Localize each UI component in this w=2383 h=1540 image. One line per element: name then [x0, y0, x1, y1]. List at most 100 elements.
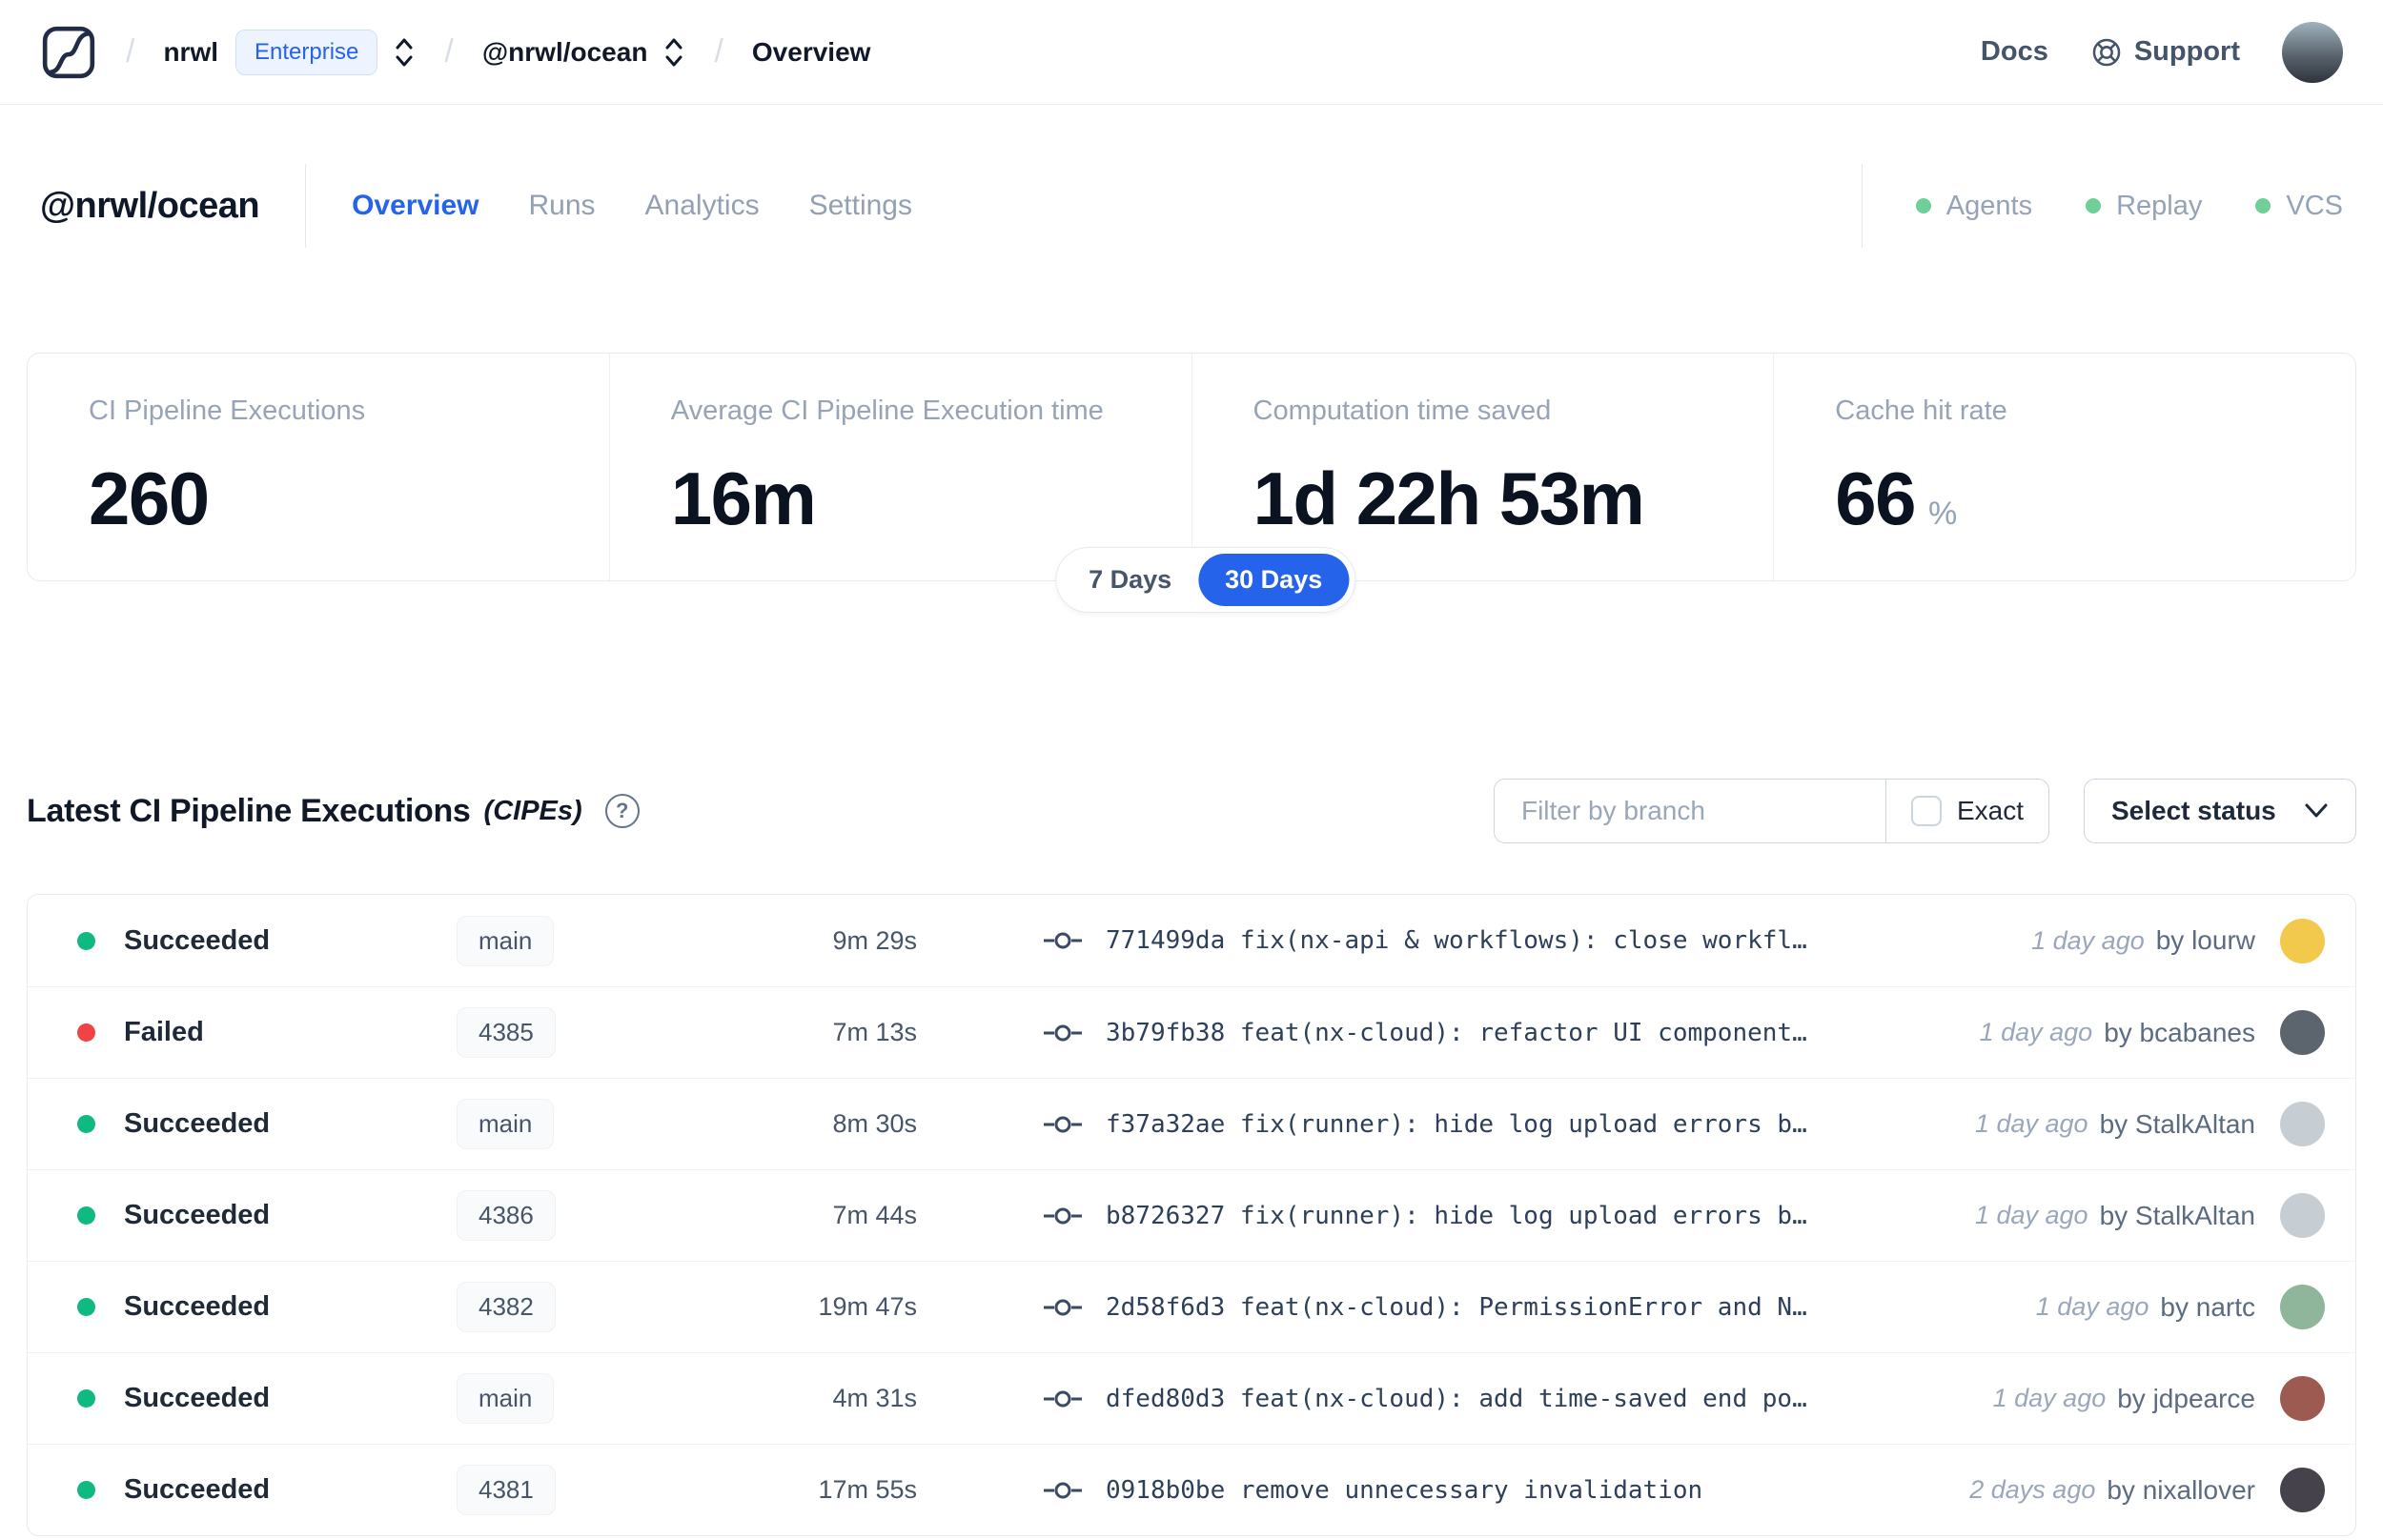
enterprise-badge: Enterprise	[235, 29, 378, 75]
select-status-button[interactable]: Select status	[2084, 779, 2356, 843]
branch-filter-input[interactable]	[1494, 780, 1885, 842]
table-row[interactable]: Succeeded main 9m 29s 771499da fix(nx-ap…	[28, 895, 2355, 986]
commit-hash: 771499da	[1106, 926, 1226, 955]
status-label: Succeeded	[124, 924, 271, 956]
avatar[interactable]	[2280, 918, 2325, 963]
table-row[interactable]: Succeeded 4381 17m 55s 0918b0be remove u…	[28, 1444, 2355, 1535]
commit-hash: 3b79fb38	[1106, 1018, 1226, 1047]
duration: 19m 47s	[818, 1292, 917, 1321]
status-label: Succeeded	[124, 1474, 271, 1505]
commit-cell[interactable]: f37a32ae fix(runner): hide log upload er…	[917, 1110, 1952, 1139]
branch-filter-group: Exact	[1493, 779, 2049, 843]
commit-cell[interactable]: 0918b0be remove unnecessary invalidation	[917, 1476, 1946, 1505]
table-row[interactable]: Succeeded 4386 7m 44s b8726327 fix(runne…	[28, 1169, 2355, 1261]
git-commit-icon	[1044, 1207, 1082, 1224]
table-row[interactable]: Succeeded 4382 19m 47s 2d58f6d3 feat(nx-…	[28, 1261, 2355, 1352]
docs-link[interactable]: Docs	[1980, 36, 2048, 67]
status-dot	[2086, 198, 2102, 213]
time-ago: 2 days ago	[1969, 1475, 2096, 1504]
support-link[interactable]: Support	[2090, 36, 2240, 69]
commit-cell[interactable]: 2d58f6d3 feat(nx-cloud): PermissionError…	[917, 1293, 2013, 1322]
stat-card-avg-time: Average CI Pipeline Execution time 16m	[608, 354, 1192, 580]
top-navbar: / nrwl Enterprise / @nrwl/ocean / Overvi…	[0, 0, 2383, 105]
branch-badge[interactable]: main	[457, 1373, 555, 1424]
time-ago: 1 day ago	[2035, 1292, 2149, 1321]
stat-card-executions: CI Pipeline Executions 260	[28, 354, 609, 580]
exact-label: Exact	[1956, 796, 2024, 825]
branch-badge[interactable]: 4381	[457, 1465, 556, 1515]
commit-hash: dfed80d3	[1106, 1384, 1226, 1413]
commit-cell[interactable]: 3b79fb38 feat(nx-cloud): refactor UI com…	[917, 1019, 1957, 1047]
feature-replay: Replay	[2086, 191, 2202, 222]
branch-badge[interactable]: main	[457, 1099, 555, 1149]
avatar[interactable]	[2280, 1468, 2325, 1512]
commit-cell[interactable]: 771499da fix(nx-api & workflows): close …	[917, 926, 2008, 955]
feature-status-list: Agents Replay VCS	[1861, 164, 2343, 248]
nx-cloud-logo-icon[interactable]	[40, 24, 97, 81]
breadcrumb-separator: /	[126, 33, 135, 70]
status-cell: Failed	[77, 1017, 457, 1048]
branch-badge[interactable]: 4385	[457, 1007, 556, 1058]
table-row[interactable]: Succeeded main 8m 30s f37a32ae fix(runne…	[28, 1078, 2355, 1169]
avatar[interactable]	[2280, 1376, 2325, 1421]
tab-settings[interactable]: Settings	[808, 190, 912, 221]
meta-cell: 1 day ago by StalkAltan	[1975, 1193, 2325, 1238]
status-cell: Succeeded	[77, 1474, 457, 1506]
chevron-updown-icon[interactable]	[393, 34, 416, 71]
exact-toggle: Exact	[1884, 780, 2048, 842]
commit-message: feat(nx-cloud): PermissionError and N…	[1239, 1292, 1807, 1322]
commit-hash: f37a32ae	[1106, 1109, 1226, 1139]
author: by nartc	[2160, 1291, 2255, 1322]
help-icon[interactable]: ?	[604, 794, 640, 828]
tab-analytics[interactable]: Analytics	[644, 190, 760, 221]
workspace-name: @nrwl/ocean	[481, 36, 648, 67]
branch-badge[interactable]: 4382	[457, 1282, 556, 1332]
table-row[interactable]: Succeeded main 4m 31s dfed80d3 feat(nx-c…	[28, 1352, 2355, 1444]
status-cell: Succeeded	[77, 1383, 457, 1414]
cipes-controls: Exact Select status	[1493, 779, 2356, 843]
time-ago: 1 day ago	[2031, 925, 2145, 955]
commit-message: fix(nx-api & workflows): close workfl…	[1239, 926, 1807, 955]
status-dot	[1915, 198, 1931, 213]
avatar[interactable]	[2280, 1193, 2325, 1238]
branch-cell: 4385	[457, 1007, 695, 1058]
user-avatar[interactable]	[2282, 21, 2343, 83]
commit-cell[interactable]: dfed80d3 feat(nx-cloud): add time-saved …	[917, 1385, 1970, 1413]
author: by StalkAltan	[2099, 1200, 2255, 1230]
status-cell: Succeeded	[77, 1291, 457, 1323]
avatar[interactable]	[2280, 1102, 2325, 1146]
page-title: @nrwl/ocean	[40, 185, 260, 226]
range-30-days[interactable]: 30 Days	[1198, 554, 1350, 606]
meta-cell: 2 days ago by nixallover	[1969, 1468, 2325, 1512]
cipes-header: Latest CI Pipeline Executions (CIPEs) ? …	[27, 778, 2356, 844]
status-label: Succeeded	[124, 1200, 271, 1230]
status-dot	[77, 1115, 95, 1133]
git-commit-icon	[1044, 1482, 1082, 1498]
commit-cell[interactable]: b8726327 fix(runner): hide log upload er…	[917, 1202, 1952, 1230]
chevron-updown-icon[interactable]	[662, 34, 685, 71]
branch-badge[interactable]: 4386	[457, 1190, 556, 1241]
duration: 4m 31s	[832, 1384, 917, 1412]
avatar[interactable]	[2280, 1285, 2325, 1329]
duration: 8m 30s	[832, 1109, 917, 1138]
org-selector[interactable]: nrwl Enterprise	[163, 29, 416, 75]
range-7-days[interactable]: 7 Days	[1089, 565, 1172, 594]
status-cell: Succeeded	[77, 1200, 457, 1231]
stat-cards: CI Pipeline Executions 260 Average CI Pi…	[27, 353, 2356, 581]
exact-checkbox[interactable]	[1910, 796, 1942, 826]
author: by nixallover	[2107, 1474, 2255, 1505]
time-ago: 1 day ago	[1974, 1109, 2088, 1138]
commit-hash: b8726327	[1106, 1201, 1226, 1230]
meta-cell: 1 day ago by jdpearce	[1993, 1376, 2325, 1421]
status-dot	[77, 1023, 95, 1042]
tab-overview[interactable]: Overview	[352, 190, 479, 221]
table-row[interactable]: Failed 4385 7m 13s 3b79fb38 feat(nx-clou…	[28, 986, 2355, 1078]
avatar[interactable]	[2280, 1010, 2325, 1055]
commit-message: fix(runner): hide log upload errors b…	[1239, 1109, 1807, 1139]
time-ago: 1 day ago	[1974, 1201, 2088, 1229]
branch-badge[interactable]: main	[457, 915, 555, 966]
tab-runs[interactable]: Runs	[528, 190, 596, 221]
date-range-toggle: 7 Days 30 Days	[1055, 547, 1356, 613]
workspace-selector[interactable]: @nrwl/ocean	[482, 34, 686, 71]
time-ago: 1 day ago	[1979, 1018, 2093, 1046]
